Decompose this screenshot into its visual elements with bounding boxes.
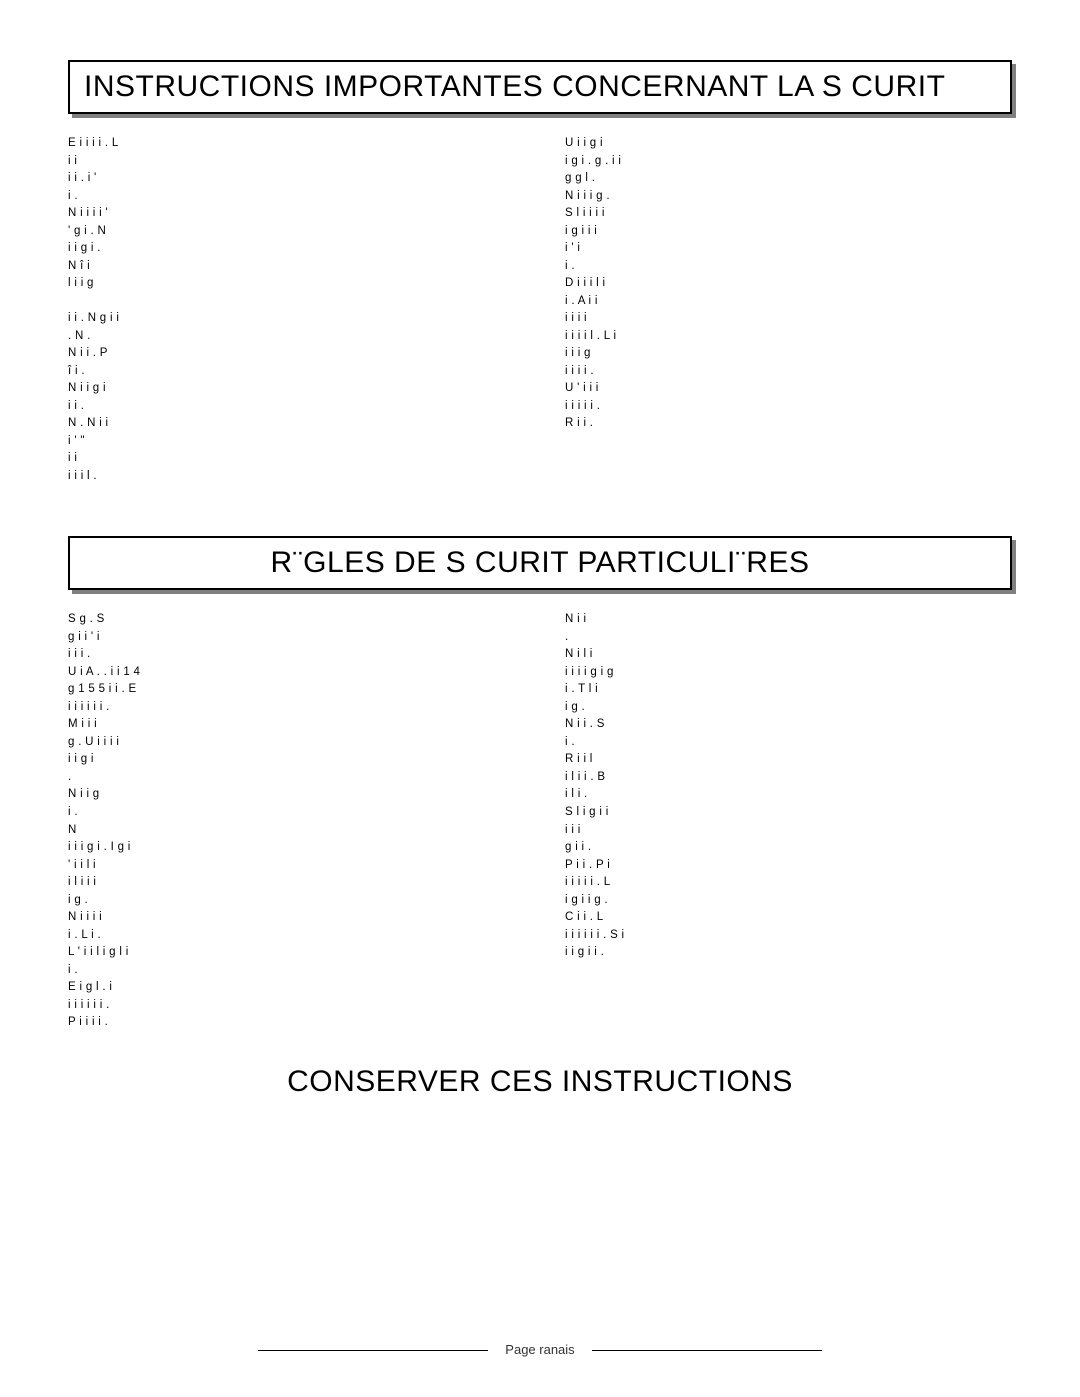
section1-right-line: i i i g [565, 346, 1012, 362]
section1-title: INSTRUCTIONS IMPORTANTES CONCERNANT LA S… [84, 70, 996, 104]
section1-left-line: i . [68, 189, 515, 205]
section2-left-line: M i i i [68, 717, 515, 733]
section2-right-line: . [565, 630, 1012, 646]
section1-left-col: E i i i i . L i ii i . i ' i .N i i i i … [68, 136, 515, 486]
section1-right-line: i i i i . [565, 364, 1012, 380]
section1-right-line: i g i . g . i i [565, 154, 1012, 170]
section2-left-line: S g . S [68, 612, 515, 628]
section2-right-line: S l i g i i [565, 805, 1012, 821]
section1-right-line: i i i i i . [565, 399, 1012, 415]
section1-right-line: N i i i g . [565, 189, 1012, 205]
section2-right-line: N i i . S [565, 717, 1012, 733]
final-heading: CONSERVER CES INSTRUCTIONS [68, 1065, 1012, 1099]
section2-left-line: i g . [68, 893, 515, 909]
section2-right-line: N i l i [565, 647, 1012, 663]
section1-left-line: i i . i ' [68, 171, 515, 187]
section1-right-line: g g l . [565, 171, 1012, 187]
section2-right-line: N i i [565, 612, 1012, 628]
section2-columns: S g . Sg i i ' ii i i .U i A . . i i 1 4… [68, 612, 1012, 1032]
section2-left-line: i l i i i [68, 875, 515, 891]
section1-left-line: i i [68, 451, 515, 467]
section1-left-line: N . N i i [68, 416, 515, 432]
section2-right-line: i . T l i [565, 682, 1012, 698]
section1-left-line: l i i g [68, 276, 515, 292]
section2-right-line: i l i i . B [565, 770, 1012, 786]
section1-right-line: i . A i i [565, 294, 1012, 310]
section2-title-box: R¨GLES DE S CURIT PARTICULI¨RES [68, 536, 1012, 590]
section1-left-line: i i . N g i i [68, 311, 515, 327]
section2-right-line: i i g i i . [565, 945, 1012, 961]
section2-left-line: N i i i i [68, 910, 515, 926]
section2-right-line: i g i i g . [565, 893, 1012, 909]
section2-left-col: S g . S g i i ' ii i i . U i A . . i i 1 4… [68, 612, 515, 1032]
section1-right-line: i i i i [565, 311, 1012, 327]
section2-left-line: L ' i i l i g l i [68, 945, 515, 961]
section2-right-line: i i i i i . L [565, 875, 1012, 891]
section2-left-line: g i i ' i [68, 630, 515, 646]
section1-right-line: U i i g i [565, 136, 1012, 152]
section1-right-line: i ' i [565, 241, 1012, 257]
section2-title: R¨GLES DE S CURIT PARTICULI¨RES [84, 546, 996, 580]
section2-left-line: i i g i [68, 752, 515, 768]
section2-left-line: i i i . [68, 647, 515, 663]
section1-columns: E i i i i . L i ii i . i ' i .N i i i i … [68, 136, 1012, 486]
section2-left-line: N [68, 823, 515, 839]
section2-left-line: ' i i l i [68, 858, 515, 874]
section2-right-line: i l i . [565, 787, 1012, 803]
section1-right-line: U ' i i i [565, 381, 1012, 397]
section1-title-box: INSTRUCTIONS IMPORTANTES CONCERNANT LA S… [68, 60, 1012, 114]
section1-right-line: S l i i i i [565, 206, 1012, 222]
section1-left-line: . N . [68, 329, 515, 345]
section2-left-line: g 1 5 5 i i . E [68, 682, 515, 698]
section2-left-line: N i i g [68, 787, 515, 803]
section2-right-line: i g . [565, 700, 1012, 716]
section1-right-line: i i i i l . L i [565, 329, 1012, 345]
section1-right-line: D i i i l i [565, 276, 1012, 292]
section2-right-line: i . [565, 735, 1012, 751]
section1-right-line: R i i . [565, 416, 1012, 432]
section1-left-line: E i i i i . L [68, 136, 515, 152]
section1-left-line: i i i l . [68, 469, 515, 485]
section1-left-line [68, 294, 515, 310]
section2-right-line: i i i [565, 823, 1012, 839]
section2-left-line: . [68, 770, 515, 786]
section2-left-line: U i A . . i i 1 4 [68, 665, 515, 681]
section1-left-line: i ' " [68, 434, 515, 450]
section2-left-line: i . [68, 963, 515, 979]
section2-right-line: g i i . [565, 840, 1012, 856]
page-footer: Page ranais [0, 1342, 1080, 1357]
section1-left-line: N î i [68, 259, 515, 275]
section1-left-line: ' g i . N [68, 224, 515, 240]
section1-left-line: i i [68, 154, 515, 170]
section2-right-line: P i i . P i [565, 858, 1012, 874]
section2-left-line: P i i i i . [68, 1015, 515, 1031]
section1-right-line: i g i i i [565, 224, 1012, 240]
section2-right-line: R i i l [565, 752, 1012, 768]
section2-left-line: i i i g i . I g i [68, 840, 515, 856]
section2-left-line: i i i i i i . [68, 700, 515, 716]
section1-left-line: N i i g i [68, 381, 515, 397]
section1-left-line: i i g i . [68, 241, 515, 257]
section2-left-line: i . L i . [68, 928, 515, 944]
section2-right-line: C i i . L [565, 910, 1012, 926]
section2-right-line: i i i i i i . S i [565, 928, 1012, 944]
section2-left-line: g . U i i i i [68, 735, 515, 751]
section1-left-line: i i . [68, 399, 515, 415]
section1-left-line: N i i . P [68, 346, 515, 362]
page-footer-text: Page ranais [505, 1342, 574, 1357]
section1-left-line: N i i i i ' [68, 206, 515, 222]
section2-right-col: N i i .N i l i i i i i g i g i . T l i i … [565, 612, 1012, 1032]
section2-right-line: i i i i g i g [565, 665, 1012, 681]
section2-left-line: E i g l . i [68, 980, 515, 996]
section2-left-line: i . [68, 805, 515, 821]
section2-left-line: i i i i i i . [68, 998, 515, 1014]
section1-left-line: î i . [68, 364, 515, 380]
section1-right-line: i . [565, 259, 1012, 275]
section1-right-col: U i i g i i g i . g . i ig g l . N i i i g… [565, 136, 1012, 486]
